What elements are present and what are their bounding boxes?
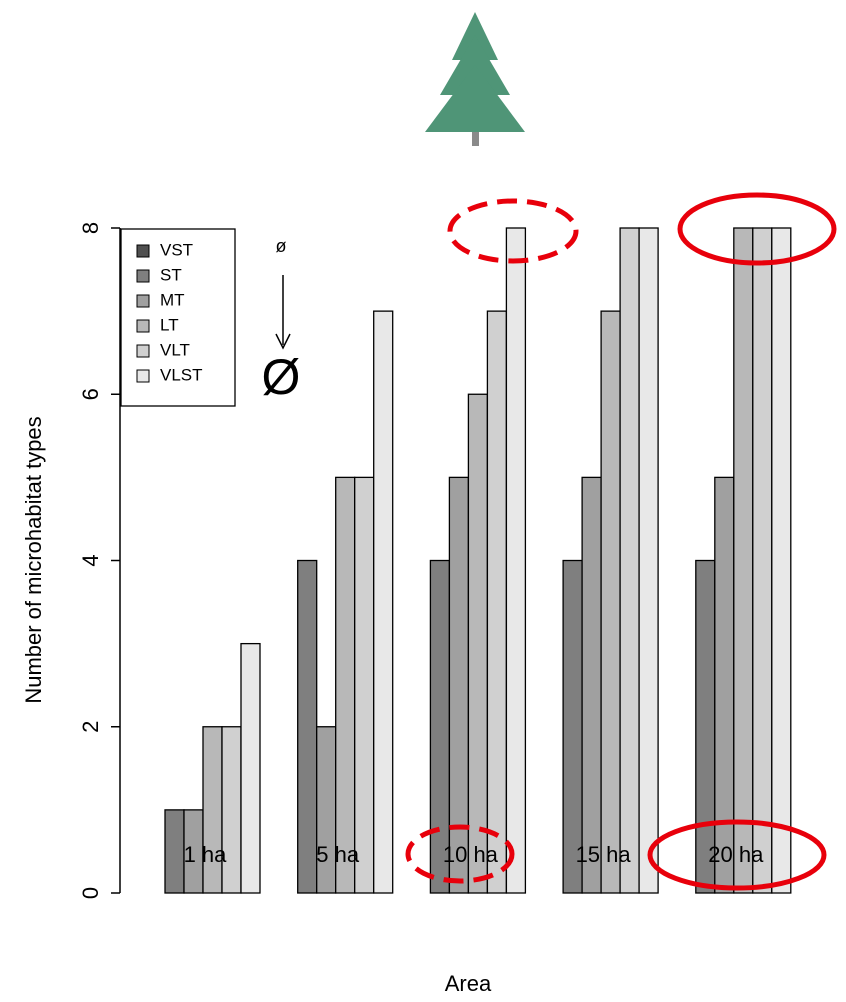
bar <box>355 477 374 893</box>
bar <box>772 228 791 893</box>
bar <box>374 311 393 893</box>
legend-swatch <box>137 345 149 357</box>
legend-label: MT <box>160 290 185 309</box>
legend-swatch <box>137 320 149 332</box>
bar <box>601 311 620 893</box>
legend: VST ST MT LT VLT VLST <box>121 229 235 406</box>
legend-label: VLT <box>160 340 190 359</box>
legend-label: ST <box>160 265 182 284</box>
bar <box>241 644 260 893</box>
x-tick-label: 10 ha <box>443 842 499 867</box>
legend-label: VLST <box>160 365 203 384</box>
annotation: ø <box>276 236 287 256</box>
bar <box>468 394 487 893</box>
bar <box>336 477 355 893</box>
legend-swatch <box>137 245 149 257</box>
y-tick-label: 4 <box>78 554 103 566</box>
bar <box>734 228 753 893</box>
bar <box>165 810 184 893</box>
annotation: Ø <box>262 349 301 405</box>
bar <box>620 228 639 893</box>
x-tick-label: 1 ha <box>184 842 228 867</box>
bar <box>753 228 772 893</box>
bar <box>449 477 468 893</box>
legend-swatch <box>137 295 149 307</box>
x-tick-label: 5 ha <box>316 842 360 867</box>
bar <box>506 228 525 893</box>
bar <box>582 477 601 893</box>
y-tick-label: 6 <box>78 388 103 400</box>
legend-swatch <box>137 370 149 382</box>
y-tick-label: 2 <box>78 721 103 733</box>
y-tick-label: 8 <box>78 222 103 234</box>
chart: ø Ø Area Number of microhabitat types 0 2… <box>0 0 846 1002</box>
plot: 0 2 4 6 8 1 ha 5 ha 10 ha 15 ha 20 ha VST ST MT LT VLT… <box>78 222 791 899</box>
legend-swatch <box>137 270 149 282</box>
bar <box>317 727 336 893</box>
x-axis-label: Area <box>445 971 492 996</box>
legend-label: VST <box>160 240 193 259</box>
bar <box>639 228 658 893</box>
bar <box>222 727 241 893</box>
y-tick-label: 0 <box>78 887 103 899</box>
bar <box>298 561 317 894</box>
x-tick-label: 20 ha <box>708 842 764 867</box>
bar <box>487 311 506 893</box>
bar <box>203 727 222 893</box>
x-tick-label: 15 ha <box>576 842 632 867</box>
y-axis-label: Number of microhabitat types <box>21 416 46 703</box>
bar <box>715 477 734 893</box>
legend-label: LT <box>160 315 179 334</box>
tree-icon <box>425 12 525 146</box>
